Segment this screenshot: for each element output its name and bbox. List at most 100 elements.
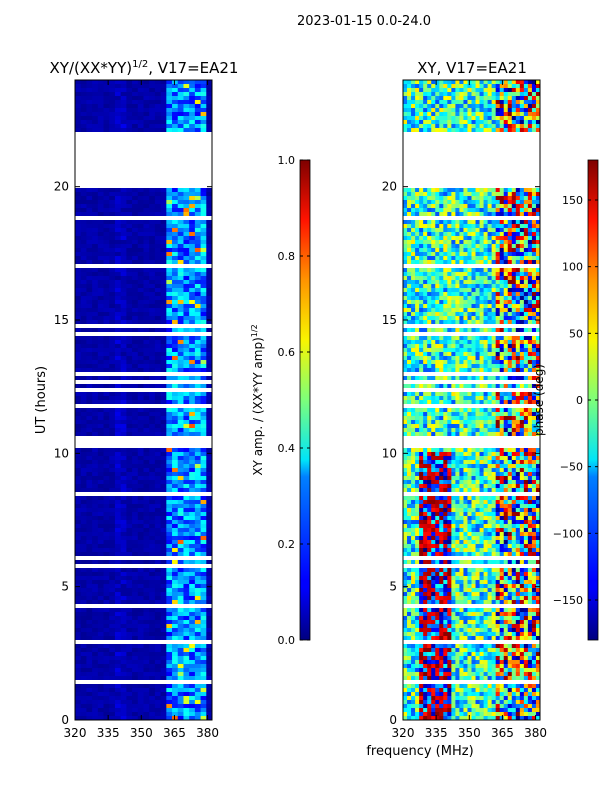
flag-gap xyxy=(403,492,540,496)
colorbar-tick-label: 0.2 xyxy=(278,538,296,551)
flag-gap xyxy=(403,156,540,160)
flag-gap xyxy=(75,564,212,568)
flag-gap xyxy=(403,372,540,376)
flag-gap xyxy=(403,604,540,608)
flag-gap xyxy=(75,264,212,268)
x-tick-label: 350 xyxy=(458,726,481,740)
left-axes-frame xyxy=(74,79,213,721)
colorbar-tick-label: −150 xyxy=(553,594,583,607)
flag-gap xyxy=(403,180,540,184)
flag-gap xyxy=(75,444,212,448)
x-axis-label: frequency (MHz) xyxy=(366,744,473,759)
x-tick-label: 365 xyxy=(491,726,514,740)
right-axes: 320 335 350 365 380 0 5 10 15 20 xyxy=(382,80,547,740)
colorbar-tick-label: 1.0 xyxy=(278,154,296,167)
flag-gap xyxy=(403,324,540,328)
flag-gap xyxy=(75,164,212,168)
phase-colorbar-ticks: −150 −100 −50 0 50 100 150 xyxy=(553,194,598,607)
flag-gap xyxy=(75,440,212,444)
x-tick-label: 380 xyxy=(524,726,547,740)
flag-gap xyxy=(75,132,212,136)
flag-gap xyxy=(75,640,212,644)
left-heatmap xyxy=(75,80,212,720)
flag-gap xyxy=(403,444,540,448)
flag-gap xyxy=(75,436,212,440)
flag-gap xyxy=(75,168,212,172)
flag-gap xyxy=(403,172,540,176)
flag-gap xyxy=(75,140,212,144)
x-tick-label: 335 xyxy=(425,726,448,740)
flag-gap xyxy=(403,388,540,392)
flag-gap xyxy=(75,324,212,328)
flag-gap xyxy=(75,180,212,184)
flag-gap xyxy=(403,564,540,568)
colorbar-tick-label: 50 xyxy=(569,327,583,340)
colorbar-tick-label: −100 xyxy=(553,527,583,540)
flag-gap xyxy=(403,556,540,560)
flag-gap xyxy=(75,156,212,160)
flag-gap xyxy=(75,184,212,188)
flag-gap xyxy=(75,152,212,156)
flag-gap xyxy=(75,148,212,152)
flag-gap xyxy=(403,440,540,444)
flag-gap xyxy=(75,160,212,164)
y-tick-label: 10 xyxy=(54,446,69,460)
flag-gap xyxy=(75,144,212,148)
y-tick-label: 0 xyxy=(61,713,69,727)
flag-gap xyxy=(75,680,212,684)
colorbar-tick-label: 0.4 xyxy=(278,442,296,455)
flag-gap xyxy=(403,640,540,644)
flag-gap xyxy=(403,136,540,140)
flag-gap xyxy=(403,176,540,180)
flag-gap xyxy=(75,380,212,384)
y-tick-label: 0 xyxy=(389,713,397,727)
colorbar-tick-label: −50 xyxy=(560,461,583,474)
flag-gap xyxy=(403,436,540,440)
amp-colorbar-label: XY amp. / (XX*YY amp)1/2 xyxy=(250,324,265,475)
flag-gap xyxy=(403,380,540,384)
flag-gap xyxy=(75,172,212,176)
left-axes: 320 335 350 365 380 0 5 10 15 20 xyxy=(54,80,219,740)
x-tick-label: 320 xyxy=(392,726,415,740)
flag-gap xyxy=(403,164,540,168)
x-tick-label: 320 xyxy=(64,726,87,740)
left-plot-title: XY/(XX*YY)1/2, V17=EA21 xyxy=(50,59,239,77)
y-tick-label: 15 xyxy=(54,313,69,327)
flag-gap xyxy=(75,136,212,140)
flag-gap xyxy=(403,264,540,268)
colorbar-tick-label: 0.0 xyxy=(278,634,296,647)
flag-gap xyxy=(403,160,540,164)
y-tick-label: 20 xyxy=(54,180,69,194)
flag-gap xyxy=(403,140,540,144)
flag-gap xyxy=(403,148,540,152)
y-tick-label: 5 xyxy=(389,580,397,594)
flag-gap xyxy=(75,604,212,608)
x-tick-label: 350 xyxy=(130,726,153,740)
flag-gap xyxy=(403,144,540,148)
y-tick-label: 15 xyxy=(382,313,397,327)
left-y-axis-label: UT (hours) xyxy=(34,366,49,434)
right-heatmap xyxy=(403,80,540,720)
right-axes-frame xyxy=(402,79,541,721)
x-tick-label: 365 xyxy=(163,726,186,740)
figure-title: 2023-01-15 0.0-24.0 xyxy=(297,14,431,29)
flag-gap xyxy=(403,332,540,336)
right-plot-title: XY, V17=EA21 xyxy=(417,59,527,77)
y-tick-label: 20 xyxy=(382,180,397,194)
flag-gap xyxy=(403,132,540,136)
flag-gap xyxy=(403,680,540,684)
flag-gap xyxy=(75,176,212,180)
flag-gap xyxy=(75,372,212,376)
y-tick-label: 10 xyxy=(382,446,397,460)
flag-gap xyxy=(403,404,540,408)
x-tick-label: 335 xyxy=(97,726,120,740)
amp-colorbar-ticks: 0.0 0.2 0.4 0.6 0.8 1.0 xyxy=(278,154,310,647)
flag-gap xyxy=(75,404,212,408)
amp-colorbar xyxy=(299,159,311,641)
flag-gap xyxy=(403,216,540,220)
colorbar-tick-label: 0 xyxy=(576,394,583,407)
phase-colorbar-label: phase (deg) xyxy=(532,364,546,436)
colorbar-tick-label: 0.6 xyxy=(278,346,296,359)
flag-gap xyxy=(75,556,212,560)
